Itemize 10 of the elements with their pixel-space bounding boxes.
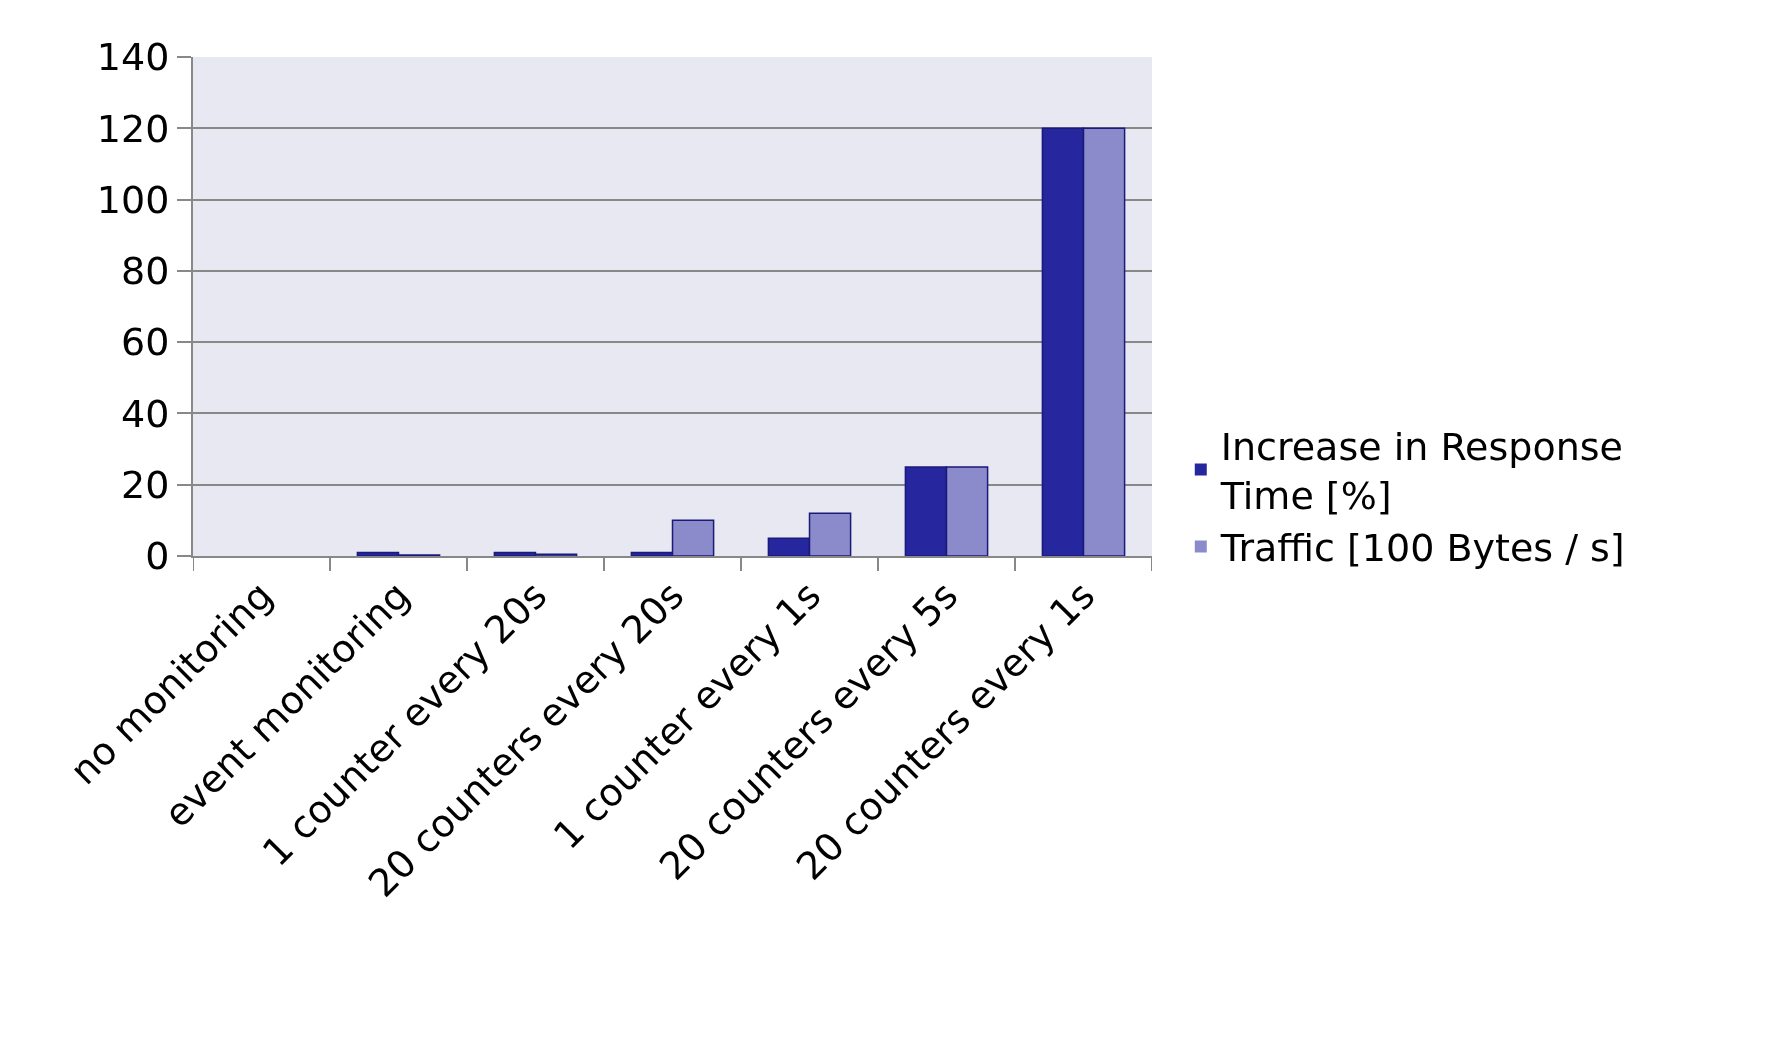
y-tick-label: 140 <box>96 35 170 80</box>
y-tick-label: 60 <box>121 320 170 365</box>
y-tick-label: 40 <box>121 391 170 436</box>
y-tick-label: 120 <box>96 106 170 151</box>
y-tick-label: 20 <box>121 463 170 508</box>
y-tick-label: 0 <box>145 534 170 579</box>
y-tick-label: 80 <box>121 249 170 294</box>
legend-label: Increase in Response Time [%] <box>1219 424 1623 519</box>
legend-label: Traffic [100 Bytes / s] <box>1219 526 1625 571</box>
y-tick-label: 100 <box>96 177 170 222</box>
